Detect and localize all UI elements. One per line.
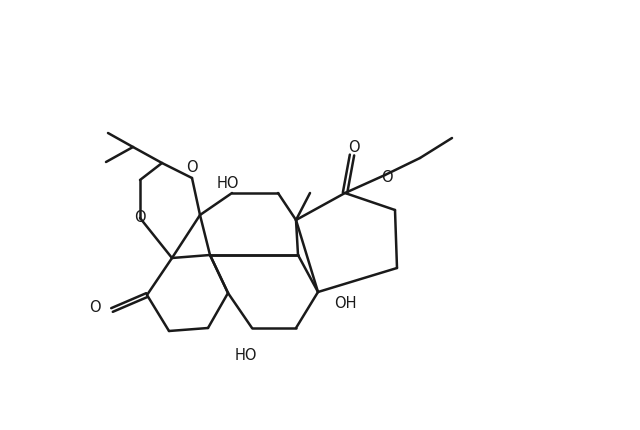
Text: HO: HO <box>217 175 239 190</box>
Text: O: O <box>348 139 360 154</box>
Text: HO: HO <box>235 347 257 362</box>
Text: O: O <box>381 169 393 184</box>
Text: O: O <box>186 160 198 175</box>
Text: OH: OH <box>333 295 356 310</box>
Text: O: O <box>89 300 101 314</box>
Text: O: O <box>134 211 146 225</box>
